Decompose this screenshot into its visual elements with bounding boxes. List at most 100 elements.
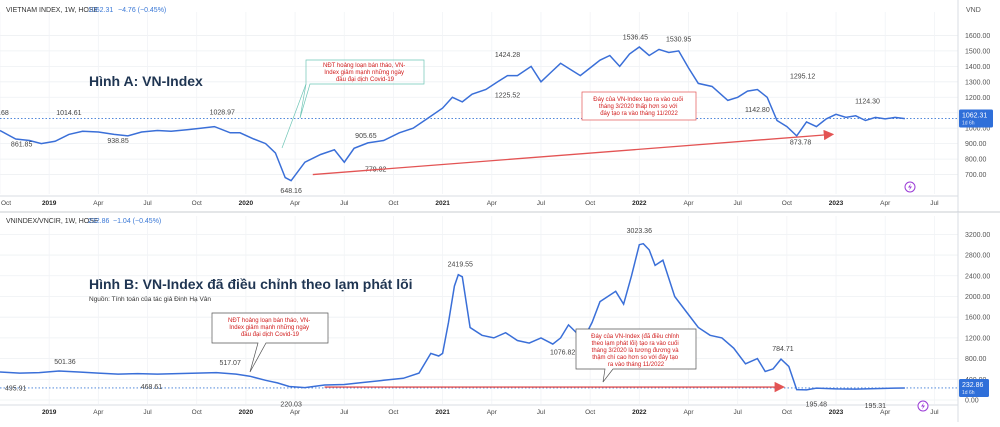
y-tick-label: 1200.00 bbox=[965, 335, 990, 342]
panel-title-b: Hình B: VN-Index đã điều chỉnh theo lạm … bbox=[89, 276, 413, 292]
lightning-icon[interactable] bbox=[905, 182, 915, 192]
data-label: 1536.45 bbox=[623, 34, 648, 41]
y-tick-label: 800.00 bbox=[965, 356, 987, 363]
x-tick-label: Jul bbox=[734, 200, 743, 207]
header-change-a: −4.76 (−0.45%) bbox=[118, 7, 166, 14]
y-tick-label: 2000.00 bbox=[965, 294, 990, 301]
x-tick-label: Jul bbox=[143, 409, 152, 416]
note-b2-line2: theo lạm phát lõi) tạo ra vào cuối bbox=[592, 341, 679, 347]
annotation-bottom-b: Đáy của VN-Index (đã điều chỉnh theo lạm… bbox=[576, 329, 696, 382]
data-label: 2419.55 bbox=[448, 261, 473, 268]
y-tick-label: 1400.00 bbox=[965, 64, 990, 71]
y-tick-label: 2400.00 bbox=[965, 273, 990, 280]
y-tick-label: 800.00 bbox=[965, 157, 987, 164]
panel-b: VNINDEX/VNCIR, 1W, HOSE 232.86 −1.04 (−0… bbox=[0, 212, 990, 422]
x-tick-label: Apr bbox=[487, 409, 498, 416]
x-tick-label: 2021 bbox=[435, 409, 450, 416]
data-label: 1014.61 bbox=[56, 110, 81, 117]
x-tick-label: 2022 bbox=[632, 200, 647, 207]
last-value-badge-a: 1062.31 1d 6h bbox=[959, 110, 993, 128]
x-tick-label: Apr bbox=[93, 200, 104, 207]
y-tick-label: 1600.00 bbox=[965, 33, 990, 40]
x-tick-label: Oct bbox=[782, 409, 792, 416]
svg-text:Đáy của VN-Index tạo ra vào cu: Đáy của VN-Index tạo ra vào cuối tháng 3… bbox=[593, 96, 684, 117]
data-label: 517.07 bbox=[219, 360, 241, 367]
x-tick-label: Oct bbox=[585, 200, 595, 207]
x-tick-label: 2020 bbox=[239, 200, 254, 207]
x-tick-label: 2022 bbox=[632, 409, 647, 416]
data-label: 1295.12 bbox=[790, 74, 815, 81]
x-tick-label: Apr bbox=[683, 409, 694, 416]
y-tick-label: 3200.00 bbox=[965, 232, 990, 239]
annotation-bottom-a: Đáy của VN-Index tạo ra vào cuối tháng 3… bbox=[582, 92, 696, 120]
x-tick-label: Oct bbox=[585, 409, 595, 416]
x-tick-label: Apr bbox=[487, 200, 498, 207]
x-tick-label: Apr bbox=[290, 200, 301, 207]
y-tick-label: 1200.00 bbox=[965, 95, 990, 102]
x-tick-label: Jul bbox=[930, 200, 939, 207]
x-tick-label: Oct bbox=[1, 200, 11, 207]
currency-label: VND bbox=[966, 7, 981, 14]
x-tick-label: 2021 bbox=[435, 200, 450, 207]
data-label: 938.85 bbox=[107, 138, 129, 145]
data-label: 648.16 bbox=[280, 188, 302, 195]
y-tick-label: 1300.00 bbox=[965, 79, 990, 86]
data-label: 24.68 bbox=[0, 110, 9, 117]
data-label: 1028.97 bbox=[210, 109, 235, 116]
note-b2-line1: Đáy của VN-Index (đã điều chỉnh bbox=[591, 333, 679, 340]
note-b2-line3: tháng 3/2020 là tương đương và bbox=[592, 348, 680, 354]
x-tick-label: Jul bbox=[340, 200, 349, 207]
grid-b bbox=[0, 216, 958, 404]
y-tick-label: 0.00 bbox=[965, 398, 979, 405]
data-label: 1124.30 bbox=[855, 98, 880, 105]
data-label: 1142.80 bbox=[745, 107, 770, 114]
chart-canvas: VIETNAM INDEX, 1W, HOSE 1062.31 −4.76 (−… bbox=[0, 0, 1000, 422]
x-tick-label: Jul bbox=[143, 200, 152, 207]
x-tick-label: 2019 bbox=[42, 200, 57, 207]
data-label: 220.03 bbox=[280, 402, 302, 409]
note-b1-line1: NĐT hoảng loạn bán tháo, VN- bbox=[228, 318, 310, 324]
data-label: 1225.52 bbox=[495, 92, 520, 99]
y-tick-label: 700.00 bbox=[965, 172, 987, 179]
data-label: 1076.82 bbox=[550, 349, 575, 356]
x-tick-label: 2020 bbox=[239, 409, 254, 416]
data-label: 873.78 bbox=[790, 139, 812, 146]
data-label: 501.36 bbox=[54, 359, 76, 366]
note-b2-line4: thậm chí cao hơn so với đáy tạo bbox=[592, 355, 679, 361]
data-label: 495.91 bbox=[5, 386, 27, 393]
header-value-a: 1062.31 bbox=[88, 7, 113, 14]
data-label: 784.71 bbox=[772, 346, 794, 353]
data-label: 468.61 bbox=[141, 384, 163, 391]
panel-a: VIETNAM INDEX, 1W, HOSE 1062.31 −4.76 (−… bbox=[0, 0, 1000, 212]
lightning-icon[interactable] bbox=[918, 401, 928, 411]
x-tick-label: Oct bbox=[192, 409, 202, 416]
data-label: 1424.28 bbox=[495, 52, 520, 59]
y-axis-b: 3200.00 2800.00 2400.00 2000.00 1600.00 1200.… bbox=[965, 232, 990, 405]
source-note: Nguồn: Tính toán của tác giả Đinh Hạ Vân bbox=[89, 294, 211, 303]
note-a1-line3: đầu đại dịch Covid-19 bbox=[336, 77, 395, 83]
x-tick-label: Oct bbox=[388, 409, 398, 416]
header-symbol-b: VNINDEX/VNCIR, 1W, HOSE bbox=[6, 218, 99, 225]
y-tick-label: 1500.00 bbox=[965, 48, 990, 55]
last-value-sub-b: 1d 6h bbox=[962, 390, 975, 396]
x-tick-label: Apr bbox=[880, 409, 891, 416]
x-axis-b: 2019 Apr Jul Oct 2020 Apr Jul Oct 2021 Apr Jul Oct 2… bbox=[42, 409, 939, 416]
note-a2-line1: Đáy của VN-Index tạo ra vào cuối bbox=[593, 96, 683, 103]
x-tick-label: Apr bbox=[683, 200, 694, 207]
y-tick-label: 1600.00 bbox=[965, 315, 990, 322]
x-tick-label: Oct bbox=[192, 200, 202, 207]
x-tick-label: Jul bbox=[340, 409, 349, 416]
last-value-text-a: 1062.31 bbox=[962, 113, 987, 120]
x-tick-label: Apr bbox=[290, 409, 301, 416]
x-tick-label: Apr bbox=[880, 200, 891, 207]
x-tick-label: 2023 bbox=[829, 409, 844, 416]
note-b1-line2: Index giảm mạnh những ngày bbox=[229, 325, 309, 331]
header-symbol-a: VIETNAM INDEX, 1W, HOSE bbox=[6, 7, 99, 14]
x-tick-label: Jul bbox=[537, 409, 546, 416]
data-label: 195.48 bbox=[806, 402, 828, 409]
x-tick-label: 2023 bbox=[829, 200, 844, 207]
x-tick-label: Oct bbox=[388, 200, 398, 207]
data-label: 905.65 bbox=[355, 133, 377, 140]
data-label: 195.31 bbox=[865, 403, 887, 410]
note-a1-line2: Index giảm mạnh những ngày bbox=[324, 70, 404, 76]
